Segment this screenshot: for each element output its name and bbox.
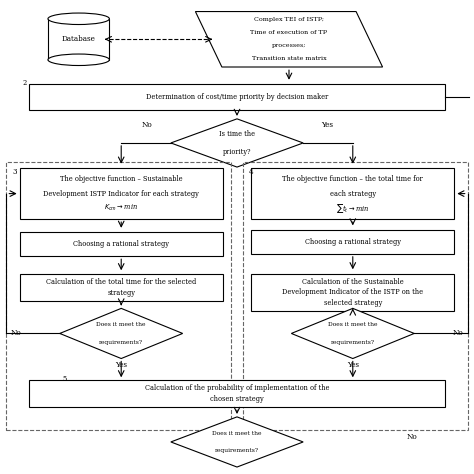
Text: selected strategy: selected strategy	[324, 299, 382, 307]
Polygon shape	[171, 119, 303, 167]
Text: 5: 5	[63, 375, 67, 383]
Text: Is time the: Is time the	[219, 130, 255, 138]
Text: Choosing a rational strategy: Choosing a rational strategy	[73, 240, 169, 248]
Text: Transition state matrix: Transition state matrix	[252, 56, 327, 61]
Ellipse shape	[48, 13, 109, 25]
FancyBboxPatch shape	[29, 381, 445, 407]
Text: 3: 3	[12, 168, 17, 176]
FancyBboxPatch shape	[48, 19, 109, 60]
Text: Development ISTP Indicator for each strategy: Development ISTP Indicator for each stra…	[43, 190, 199, 198]
FancyBboxPatch shape	[19, 168, 223, 219]
Text: 2: 2	[22, 79, 27, 87]
Polygon shape	[171, 417, 303, 467]
FancyBboxPatch shape	[251, 168, 455, 219]
Polygon shape	[195, 11, 383, 67]
Text: No: No	[142, 121, 153, 128]
Text: No: No	[407, 433, 417, 441]
Text: $\sum t_t \rightarrow$min: $\sum t_t \rightarrow$min	[336, 201, 369, 215]
Text: priority?: priority?	[223, 147, 251, 155]
FancyBboxPatch shape	[19, 274, 223, 301]
Text: Complex TEI of ISTP;: Complex TEI of ISTP;	[254, 18, 324, 22]
Text: Yes: Yes	[347, 361, 359, 369]
FancyBboxPatch shape	[29, 84, 445, 110]
Text: No: No	[10, 329, 21, 337]
Text: each strategy: each strategy	[330, 190, 376, 198]
Text: Does it meet the: Does it meet the	[328, 322, 377, 327]
Text: Yes: Yes	[321, 121, 333, 128]
Text: strategy: strategy	[107, 289, 135, 297]
Text: Yes: Yes	[115, 361, 127, 369]
Text: Determination of cost/time priority by decision maker: Determination of cost/time priority by d…	[146, 93, 328, 101]
Text: $K_{cm} \rightarrow$min: $K_{cm} \rightarrow$min	[104, 203, 138, 213]
Text: Does it meet the: Does it meet the	[212, 431, 262, 436]
Text: Calculation of the Sustainable: Calculation of the Sustainable	[302, 278, 404, 286]
Text: Time of execution of TP: Time of execution of TP	[250, 30, 328, 36]
Polygon shape	[60, 309, 182, 358]
Text: requirements?: requirements?	[99, 340, 143, 345]
Text: Database: Database	[62, 35, 96, 43]
Text: The objective function – the total time for: The objective function – the total time …	[283, 175, 423, 183]
Text: Development Indicator of the ISTP on the: Development Indicator of the ISTP on the	[282, 289, 423, 296]
FancyBboxPatch shape	[251, 273, 455, 311]
Text: Does it meet the: Does it meet the	[97, 322, 146, 327]
Text: requirements?: requirements?	[215, 448, 259, 453]
FancyBboxPatch shape	[19, 232, 223, 256]
Text: Calculation of the total time for the selected: Calculation of the total time for the se…	[46, 278, 196, 286]
Text: Calculation of the probability of implementation of the: Calculation of the probability of implem…	[145, 384, 329, 392]
FancyBboxPatch shape	[251, 230, 455, 254]
Text: 4: 4	[249, 168, 254, 176]
Text: requirements?: requirements?	[331, 340, 375, 345]
Text: processes;: processes;	[272, 43, 306, 48]
Ellipse shape	[48, 54, 109, 65]
Text: The objective function – Sustainable: The objective function – Sustainable	[60, 175, 182, 183]
Text: chosen strategy: chosen strategy	[210, 395, 264, 403]
Text: No: No	[453, 329, 464, 337]
Polygon shape	[292, 309, 414, 358]
Text: Choosing a rational strategy: Choosing a rational strategy	[305, 238, 401, 246]
